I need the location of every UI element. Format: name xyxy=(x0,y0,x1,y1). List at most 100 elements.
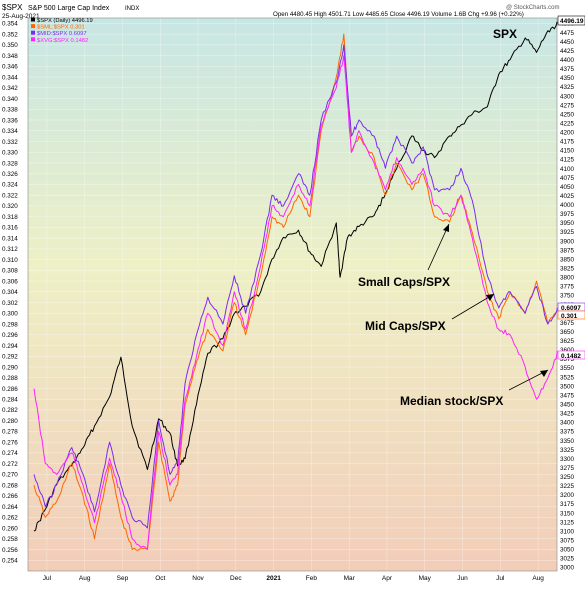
right-tick-label: 4175 xyxy=(560,139,575,146)
header-exchange: INDX xyxy=(125,6,139,12)
left-tick-label: 0.334 xyxy=(2,128,18,135)
x-tick-label: Jul xyxy=(496,575,505,582)
left-tick-label: 0.266 xyxy=(2,493,18,500)
right-tick-label: 4250 xyxy=(560,111,575,118)
right-tick-label: 3450 xyxy=(560,401,575,408)
price-tag-xvg-text: 0.1482 xyxy=(561,353,581,360)
legend-label: $SPX (Daily) 4496.19 xyxy=(37,18,93,24)
right-tick-label: 3550 xyxy=(560,365,575,372)
right-tick-label: 3075 xyxy=(560,537,575,544)
left-tick-label: 0.300 xyxy=(2,311,18,318)
right-tick-label: 4275 xyxy=(560,102,575,109)
right-tick-label: 3600 xyxy=(560,347,575,354)
left-tick-label: 0.316 xyxy=(2,225,18,232)
right-tick-label: 3425 xyxy=(560,411,575,418)
legend-label: $SML:$SPX 0.301 xyxy=(37,25,85,31)
left-tick-label: 0.292 xyxy=(2,354,18,361)
right-tick-label: 4450 xyxy=(560,39,575,46)
grid xyxy=(28,18,557,571)
price-tag-spx-text: 4496.19 xyxy=(560,18,584,25)
right-axis-ticks: 4500447544504425440043754350432543004275… xyxy=(560,21,575,572)
arrowhead-mid-caps xyxy=(486,294,494,301)
legend-label: $XVG:$SPX 0.1482 xyxy=(37,38,88,44)
left-tick-label: 0.330 xyxy=(2,150,18,157)
price-tag-mid-text: 0.6097 xyxy=(561,305,581,312)
right-tick-label: 3125 xyxy=(560,519,575,526)
legend-swatch xyxy=(31,30,35,35)
right-tick-label: 3900 xyxy=(560,238,575,245)
right-tick-label: 4075 xyxy=(560,175,575,182)
series-line-2 xyxy=(33,44,558,529)
header-symbol: $SPX xyxy=(2,3,23,12)
left-tick-label: 0.326 xyxy=(2,171,18,178)
left-tick-label: 0.302 xyxy=(2,300,18,307)
right-tick-label: 4300 xyxy=(560,93,575,100)
left-tick-label: 0.296 xyxy=(2,332,18,339)
left-tick-label: 0.352 xyxy=(2,31,18,38)
annotation-spx: SPX xyxy=(493,27,517,41)
price-tag-xvg: 0.1482 xyxy=(557,350,585,360)
left-tick-label: 0.322 xyxy=(2,192,18,199)
legend-swatch xyxy=(31,24,35,29)
legend: $SPX (Daily) 4496.19$SML:$SPX 0.301$MID:… xyxy=(31,17,93,44)
left-tick-label: 0.306 xyxy=(2,278,18,285)
series-line-3 xyxy=(33,55,558,550)
left-tick-label: 0.258 xyxy=(2,536,18,543)
left-tick-label: 0.338 xyxy=(2,107,18,114)
right-tick-label: 3100 xyxy=(560,528,575,535)
x-tick-label: Nov xyxy=(192,575,204,582)
right-tick-label: 4325 xyxy=(560,84,575,91)
price-tag-spx: 4496.19 xyxy=(557,15,585,26)
left-tick-label: 0.298 xyxy=(2,321,18,328)
left-tick-label: 0.320 xyxy=(2,203,18,210)
x-tick-label: Apr xyxy=(382,575,393,582)
right-tick-label: 3275 xyxy=(560,465,575,472)
x-axis-ticks: Jul Aug Sep Oct Nov Dec 2021 Feb Mar Apr May Jun Jul… xyxy=(43,575,545,582)
left-tick-label: 0.288 xyxy=(2,375,18,382)
series-layer xyxy=(33,21,558,551)
header-name: S&P 500 Large Cap Index xyxy=(28,5,110,12)
plot-background xyxy=(27,17,558,572)
right-tick-label: 3225 xyxy=(560,483,575,490)
left-tick-label: 0.342 xyxy=(2,85,18,92)
right-tick-label: 3575 xyxy=(560,356,575,363)
left-tick-label: 0.346 xyxy=(2,64,18,71)
left-tick-label: 0.310 xyxy=(2,257,18,264)
right-tick-label: 3175 xyxy=(560,501,575,508)
x-tick-label: Aug xyxy=(79,575,91,582)
left-tick-label: 0.336 xyxy=(2,117,18,124)
left-tick-label: 0.308 xyxy=(2,268,18,275)
left-tick-label: 0.276 xyxy=(2,439,18,446)
right-tick-label: 3925 xyxy=(560,229,575,236)
right-tick-label: 3400 xyxy=(560,420,575,427)
left-tick-label: 0.328 xyxy=(2,160,18,167)
x-tick-label: Feb xyxy=(306,575,318,582)
right-tick-label: 4425 xyxy=(560,48,575,55)
right-tick-label: 3200 xyxy=(560,492,575,499)
right-tick-label: 3150 xyxy=(560,510,575,517)
x-tick-label: Dec xyxy=(230,575,242,582)
right-tick-label: 4025 xyxy=(560,193,575,200)
arrow-small-caps xyxy=(427,223,450,271)
left-tick-label: 0.286 xyxy=(2,386,18,393)
left-tick-label: 0.332 xyxy=(2,139,18,146)
right-tick-label: 3825 xyxy=(560,266,575,273)
right-tick-label: 3975 xyxy=(560,211,575,218)
left-tick-label: 0.270 xyxy=(2,472,18,479)
right-tick-label: 3350 xyxy=(560,438,575,445)
legend-swatch xyxy=(31,37,35,42)
right-tick-label: 4350 xyxy=(560,75,575,82)
right-tick-label: 3475 xyxy=(560,392,575,399)
left-tick-label: 0.304 xyxy=(2,289,18,296)
x-tick-label: Aug xyxy=(532,575,544,582)
right-tick-label: 3025 xyxy=(560,556,575,563)
right-tick-label: 3950 xyxy=(560,220,575,227)
left-tick-label: 0.268 xyxy=(2,482,18,489)
left-tick-label: 0.256 xyxy=(2,547,18,554)
left-tick-label: 0.254 xyxy=(2,558,18,565)
left-tick-label: 0.294 xyxy=(2,343,18,350)
right-tick-label: 3050 xyxy=(560,547,575,554)
right-tick-label: 3775 xyxy=(560,284,575,291)
price-tag-sml: 0.301 xyxy=(557,310,585,320)
